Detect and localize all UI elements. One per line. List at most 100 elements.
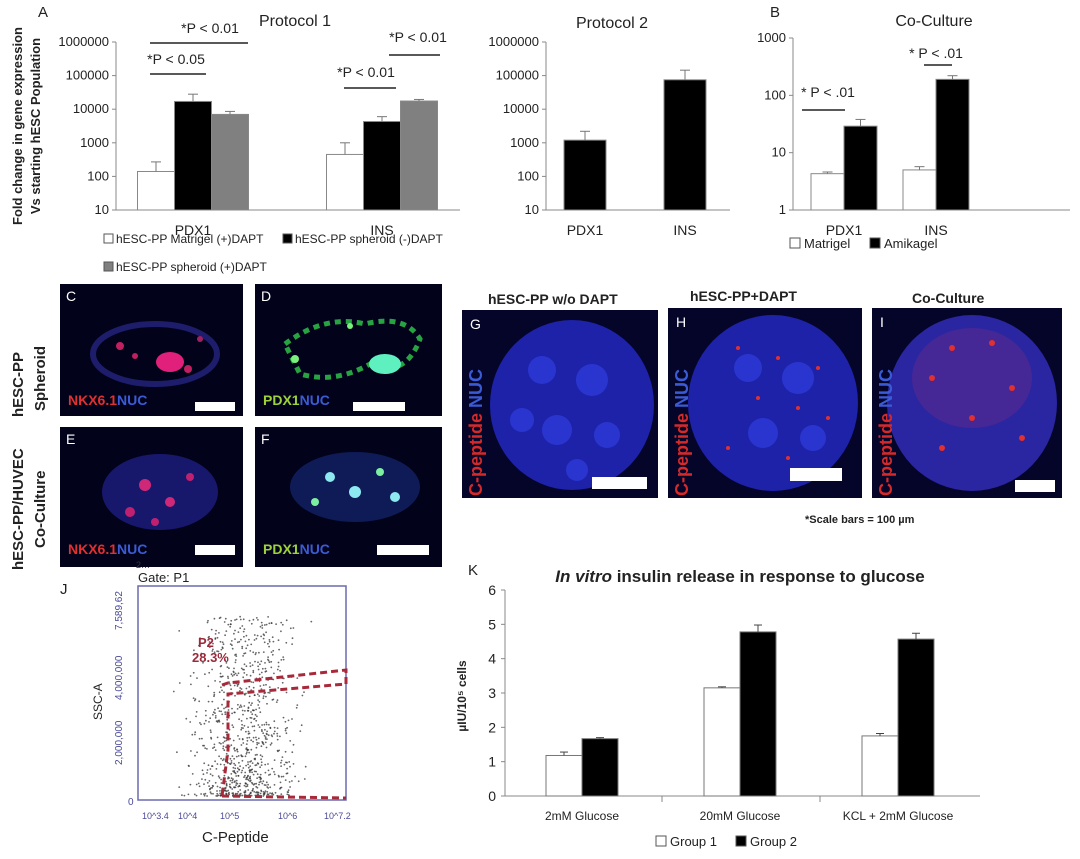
flow-dot (255, 637, 258, 640)
flow-dot (257, 668, 260, 671)
flow-dot (236, 767, 239, 770)
flow-dot (214, 749, 217, 751)
flow-dot (236, 770, 239, 773)
flow-dot (213, 617, 216, 620)
flow-dot (248, 701, 251, 704)
flow-dot (234, 638, 236, 640)
flow-dot (267, 658, 269, 661)
flow-dot (201, 769, 204, 772)
flow-dot (209, 717, 212, 720)
flow-dot (260, 671, 263, 674)
flow-dot (209, 729, 212, 732)
flow-dot (237, 790, 240, 793)
stain-nuc-c: NUC (117, 392, 148, 408)
flow-dot (220, 648, 223, 651)
flow-dot (249, 771, 251, 774)
flow-dot (216, 785, 219, 788)
flow-dot (280, 761, 282, 764)
flow-dot (279, 787, 281, 790)
micrograph-g-image (490, 320, 654, 490)
flow-dot (240, 728, 243, 731)
flow-dot (284, 779, 287, 781)
flow-dot (264, 763, 267, 766)
flow-dot (243, 672, 246, 674)
scale-bar-d (353, 402, 405, 411)
flow-dot (289, 765, 291, 768)
panel-letter-j: J (60, 581, 68, 598)
flow-dot (251, 713, 254, 716)
A-ytick-label: 10000 (73, 101, 109, 116)
flow-dot (223, 737, 226, 739)
flow-dot (231, 724, 234, 726)
flow-dot (225, 792, 228, 795)
legend-b-swatch (869, 237, 881, 249)
flow-dot (208, 785, 211, 787)
micrograph-e: E NKX6.1NUC (60, 427, 243, 567)
flow-dot (265, 781, 268, 784)
flow-dot (214, 680, 217, 682)
A2-ytick-label: 10 (525, 202, 539, 217)
flow-dot (262, 695, 265, 697)
flow-dot (240, 744, 243, 746)
flow-dot (272, 793, 275, 796)
flow-dot (249, 662, 252, 664)
flow-xtick-4: 10^6 (278, 811, 297, 821)
flow-dot (260, 790, 263, 793)
flow-dot (304, 765, 307, 768)
flow-dot (257, 742, 260, 744)
flow-dot (239, 704, 242, 707)
legend-b-swatch (789, 237, 801, 249)
flow-dot (253, 725, 256, 728)
flow-dot (235, 775, 238, 777)
flow-dot (296, 704, 299, 706)
flow-dot (274, 791, 277, 794)
stain-nuc-g: NUC (466, 368, 486, 408)
flow-dot (258, 651, 260, 654)
flow-dot (218, 691, 221, 694)
flow-dot (267, 691, 270, 694)
scale-bar-g (592, 477, 647, 489)
flow-dot (214, 781, 217, 784)
flow-dot (265, 695, 267, 698)
flow-dot (259, 792, 262, 795)
flow-dot (204, 792, 207, 795)
micrograph-c-image (90, 321, 220, 387)
chart-b-coculture: 1 10 100 1000 PDX1 INS Co-Culture * P < .01 * P … (757, 13, 1070, 251)
flow-dot (218, 776, 221, 779)
row-label-coculture: hESC-PP/HUVEC Co-Culture (10, 430, 56, 570)
flow-dot (273, 672, 275, 675)
flow-dot (253, 718, 255, 720)
B-bar (810, 173, 845, 211)
flow-dot (283, 763, 286, 766)
flow-xtick-2: 10^4 (178, 811, 197, 821)
flow-dot (233, 673, 236, 676)
flow-dot (253, 634, 256, 636)
flow-dot (218, 719, 221, 722)
flow-dot (268, 640, 271, 643)
flow-dot (253, 770, 256, 773)
micrograph-i-image (887, 315, 1057, 491)
flow-dot (289, 786, 291, 788)
flow-dot (208, 671, 211, 674)
flow-dot (236, 750, 239, 753)
flow-dot (257, 619, 259, 621)
flow-dot (239, 782, 242, 785)
flow-dot (261, 667, 264, 670)
flow-dot (258, 726, 261, 728)
flow-dot (207, 685, 210, 688)
flow-dot (225, 662, 228, 664)
flow-dot (260, 621, 263, 624)
flow-dot (235, 755, 238, 758)
flow-dot (255, 770, 257, 773)
flow-dot (224, 706, 227, 709)
flow-dot (222, 769, 225, 772)
flow-dot (208, 646, 211, 648)
flow-dot (272, 649, 275, 652)
flow-dot (245, 752, 248, 755)
flow-dot (250, 748, 253, 751)
flow-dot (224, 786, 227, 789)
flow-dot (236, 749, 238, 751)
flow-dot (235, 784, 238, 787)
flow-dot (242, 713, 244, 716)
flow-dot (261, 724, 263, 726)
